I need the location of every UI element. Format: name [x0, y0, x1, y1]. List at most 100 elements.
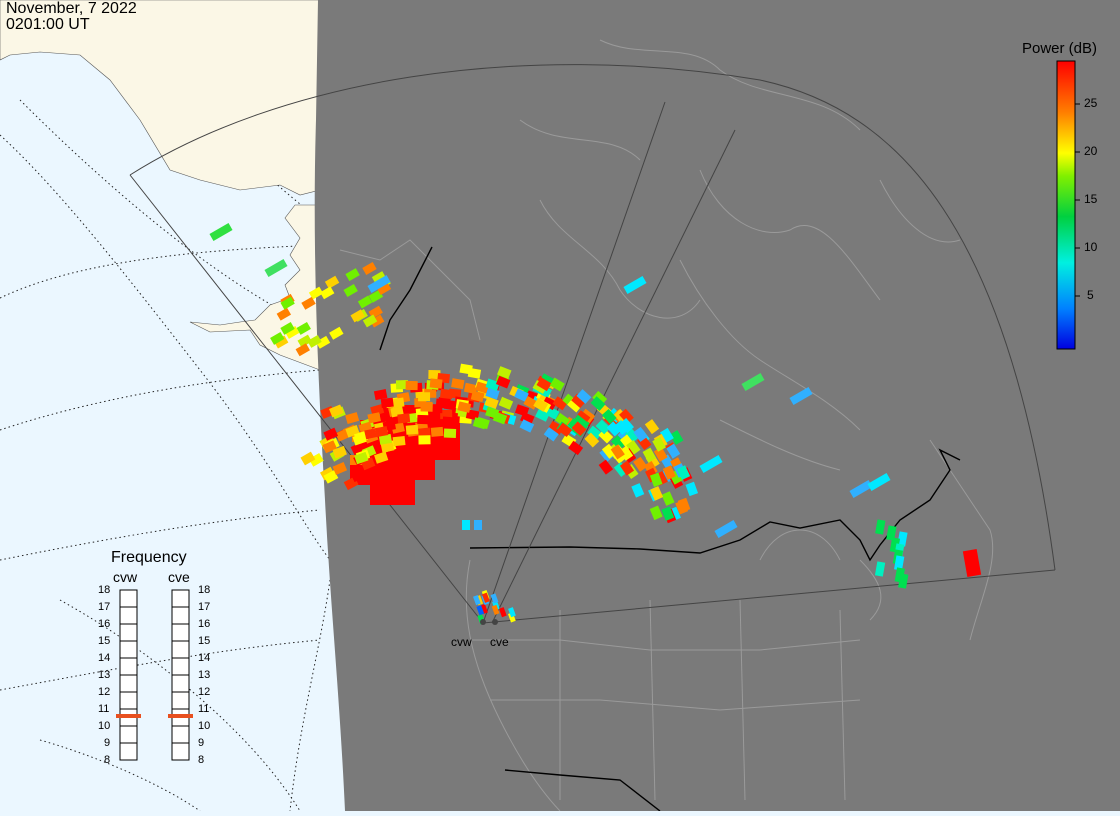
echo-cell	[369, 314, 385, 328]
echo-cell	[595, 419, 611, 435]
colorbar-tick-label: 25	[1084, 96, 1098, 110]
echo-cell	[498, 607, 507, 618]
echo-cell	[619, 408, 634, 424]
echo-cell	[875, 519, 886, 535]
echo-cell	[507, 612, 516, 623]
echo-cell	[424, 388, 437, 398]
echo-cell	[319, 466, 335, 481]
frequency-title: Frequency	[111, 549, 187, 566]
echo-cell	[661, 506, 675, 521]
echo-cell	[380, 441, 395, 453]
echo-cell	[849, 480, 873, 498]
echo-cell	[439, 388, 453, 400]
echo-cell	[554, 412, 570, 428]
echo-cell	[300, 451, 316, 466]
echo-cell	[514, 388, 529, 402]
echo-cell	[280, 322, 295, 335]
echo-cell	[650, 486, 664, 501]
echo-cell	[666, 443, 681, 459]
echo-cell	[598, 459, 614, 475]
borders	[379, 246, 961, 812]
echo-cell	[395, 379, 409, 390]
echo-cell	[376, 282, 392, 296]
echo-cell	[370, 404, 385, 417]
echo-cell	[571, 393, 587, 409]
echo-cell	[350, 441, 366, 456]
echo-cell	[362, 314, 378, 328]
echo-cell	[209, 223, 233, 241]
echo-cell	[659, 427, 674, 443]
echo-cell	[430, 426, 444, 437]
echo-cell	[418, 435, 431, 445]
echo-cell	[373, 389, 388, 401]
frequency-scale-label: 14	[98, 652, 111, 664]
echo-cell	[374, 426, 389, 438]
echo-cell	[611, 435, 626, 451]
frequency-scale-label: 15	[98, 635, 111, 647]
echo-cell	[480, 603, 488, 615]
echo-cell	[571, 421, 587, 437]
echo-cell	[296, 321, 311, 335]
frequency-scale-label: 16	[198, 618, 211, 630]
echo-cell	[614, 420, 630, 435]
echo-cell	[420, 402, 433, 412]
frequency-scale-label: 18	[98, 584, 111, 596]
echo-cell	[273, 335, 289, 349]
echo-cell	[459, 363, 473, 375]
frequency-scale-label: 11	[98, 703, 110, 715]
echo-cell	[297, 334, 312, 348]
echo-cell	[598, 428, 614, 444]
site-label-cve: cve	[490, 635, 509, 649]
echo-cell	[498, 396, 514, 410]
frequency-scale-label: 9	[104, 737, 111, 749]
echo-cell	[442, 416, 456, 427]
echo-cell	[575, 410, 591, 425]
frequency-marker-cve	[168, 714, 193, 718]
coastlines	[339, 39, 994, 812]
frequency-scale-label: 9	[198, 737, 205, 749]
echo-cell	[497, 366, 512, 379]
echo-cell	[429, 378, 443, 389]
echo-cell	[270, 331, 285, 345]
frequency-scale-label: 17	[98, 601, 111, 613]
echo-cell	[894, 555, 905, 571]
echo-cell	[741, 373, 765, 391]
echo-cell	[886, 525, 897, 541]
frequency-scale-label: 12	[98, 686, 111, 698]
echo-cell	[392, 436, 406, 447]
echo-cell	[662, 465, 676, 480]
site-marker-cvw	[480, 619, 486, 625]
site-label-cvw: cvw	[451, 635, 472, 649]
frequency-scale-label: 11	[198, 703, 210, 715]
frequency-scale-label: 14	[198, 652, 211, 664]
frequency-scale-label: 18	[198, 584, 211, 596]
echo-cell	[323, 470, 339, 484]
echo-cell	[418, 392, 431, 402]
echo-cell	[475, 381, 490, 394]
echo-cell	[367, 275, 391, 293]
echo-cell	[631, 483, 645, 498]
site-marker-cve	[492, 619, 498, 625]
echo-cell	[371, 271, 387, 285]
echo-cell	[474, 520, 482, 530]
echo-cell	[329, 404, 344, 418]
echo-cell	[613, 461, 629, 477]
colorbar-tick-label: 5	[1087, 288, 1094, 302]
echo-cell	[572, 414, 588, 430]
echo-cell	[462, 520, 470, 530]
echo-cell	[649, 505, 663, 521]
echo-cell	[378, 433, 393, 445]
echo-cell	[295, 343, 310, 357]
echo-cell	[601, 408, 617, 424]
echo-cell	[652, 436, 666, 452]
echo-cell	[350, 468, 366, 483]
echo-cell	[345, 412, 360, 425]
colorbar-tick-label: 10	[1084, 240, 1098, 254]
frequency-scale-label: 10	[98, 720, 111, 732]
echo-cell	[495, 375, 511, 389]
echo-cell	[633, 426, 648, 442]
echo-cell	[644, 419, 660, 435]
echo-cell	[353, 430, 369, 443]
echo-cell	[685, 481, 699, 497]
